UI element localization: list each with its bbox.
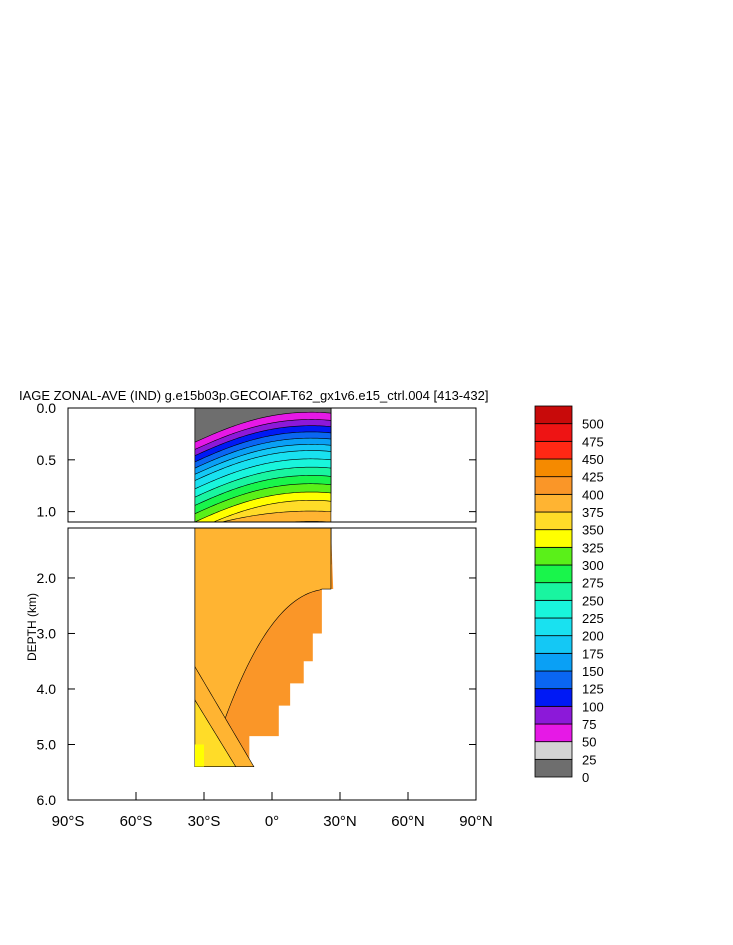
- colorbar-swatch: [534, 440, 573, 460]
- colorbar-label: 350: [582, 523, 604, 538]
- colorbar-label: 250: [582, 593, 604, 608]
- top-contour-band: [194, 408, 332, 443]
- colorbar-swatch: [534, 670, 573, 690]
- colorbar-swatch: [534, 723, 573, 743]
- y-tick-label: 2.0: [37, 570, 57, 586]
- chart-title: IAGE ZONAL-AVE (IND) g.e15b03p.GECOIAF.T…: [19, 388, 489, 403]
- colorbar-swatch: [534, 511, 573, 531]
- colorbar-label: 475: [582, 434, 604, 449]
- colorbar-label: 100: [582, 699, 604, 714]
- y-tick-label: 0.0: [37, 400, 57, 416]
- colorbar-swatch: [534, 493, 573, 513]
- bottom-panel-contours: [194, 528, 334, 767]
- colorbar-label: 325: [582, 540, 604, 555]
- axes: 90°S 60°S 30°S 0° 30°N 60°N 90°N 0.0 0.5 1.0 2.0 3.…: [37, 400, 493, 830]
- y-tick-label: 3.0: [37, 625, 57, 641]
- colorbar-swatch: [534, 599, 573, 619]
- colorbar-swatch: [534, 652, 573, 672]
- colorbar-label: 425: [582, 470, 604, 485]
- x-tick-label: 60°N: [391, 813, 425, 830]
- colorbar-label: 275: [582, 576, 604, 591]
- colorbar-label: 50: [582, 735, 596, 750]
- deep-band-325: [194, 744, 204, 767]
- top-panel-contours: [194, 408, 332, 522]
- colorbar-label: 300: [582, 558, 604, 573]
- colorbar-label: 150: [582, 664, 604, 679]
- colorbar-label: 75: [582, 717, 596, 732]
- colorbar-swatch: [534, 476, 573, 495]
- colorbar-swatch: [534, 705, 573, 725]
- x-tick-label: 60°S: [120, 813, 153, 830]
- colorbar-label: 225: [582, 611, 604, 626]
- colorbar-swatch: [534, 458, 573, 478]
- y-tick-label: 5.0: [37, 736, 57, 752]
- colorbar-swatch: [534, 758, 573, 778]
- colorbar-swatch: [534, 405, 573, 425]
- colorbar-swatch: [534, 617, 573, 637]
- top-panel-frame: [67, 407, 477, 523]
- colorbar-swatch: [534, 423, 573, 442]
- colorbar-label: 25: [582, 752, 596, 767]
- colorbar-swatch: [534, 688, 573, 707]
- colorbar-swatch: [534, 741, 573, 760]
- x-tick-label: 30°N: [323, 813, 357, 830]
- colorbar-swatch: [534, 582, 573, 601]
- x-tick-label: 90°N: [459, 813, 493, 830]
- y-tick-label: 0.5: [37, 452, 57, 468]
- colorbar-swatch: [534, 546, 573, 566]
- colorbar-swatch: [534, 529, 573, 548]
- colorbar-label: 175: [582, 646, 604, 661]
- deep-band-350: [194, 699, 237, 767]
- colorbar: 0 25 50 75 100 125 150 175 200 225 250 275 300 325 350…: [534, 405, 604, 785]
- y-tick-label: 6.0: [37, 792, 57, 808]
- colorbar-label: 400: [582, 487, 604, 502]
- colorbar-label: 0: [582, 770, 589, 785]
- colorbar-swatch: [534, 635, 573, 654]
- colorbar-swatch: [534, 564, 573, 584]
- colorbar-label: 200: [582, 629, 604, 644]
- y-tick-label: 4.0: [37, 681, 57, 697]
- colorbar-label: 375: [582, 505, 604, 520]
- y-tick-label: 1.0: [37, 504, 57, 520]
- colorbar-label: 450: [582, 452, 604, 467]
- colorbar-label: 125: [582, 682, 604, 697]
- x-tick-label: 90°S: [52, 813, 85, 830]
- x-tick-label: 30°S: [188, 813, 221, 830]
- x-tick-label: 0°: [265, 813, 279, 830]
- colorbar-label: 500: [582, 417, 604, 432]
